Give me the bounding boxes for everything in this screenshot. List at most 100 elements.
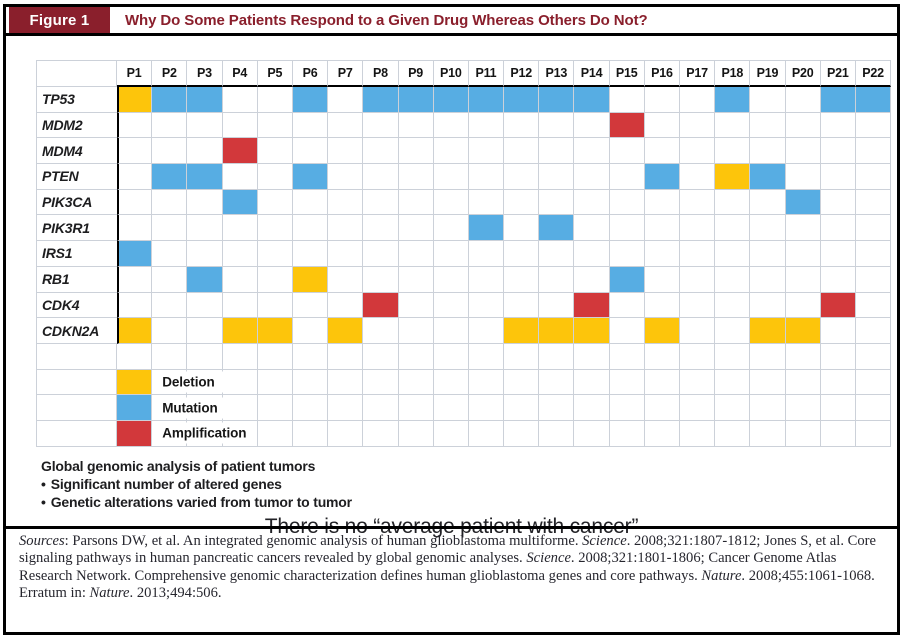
col-header-P22: P22	[855, 61, 892, 87]
cell-PIK3R1-P19	[750, 215, 786, 242]
cell-CDKN2A-P18	[715, 318, 751, 344]
cell-PIK3R1-P9	[398, 215, 434, 242]
grid-spacer-cell	[539, 369, 575, 396]
grid-spacer-cell: Deletion	[152, 369, 224, 396]
grid-spacer-cell	[574, 420, 610, 447]
col-header-P14: P14	[574, 61, 610, 87]
grid-spacer-cell	[820, 369, 856, 396]
cell-MDM4-P21	[820, 138, 856, 165]
cell-CDK4-P8-amplification	[363, 292, 399, 319]
cell-TP53-P4	[222, 87, 258, 113]
grid-spacer-cell	[785, 395, 821, 421]
grid-spacer-cell	[398, 420, 434, 447]
cell-TP53-P19	[750, 87, 786, 113]
col-header-P12: P12	[504, 61, 540, 87]
cell-IRS1-P12	[504, 241, 540, 267]
cell-MDM2-P16	[644, 112, 680, 139]
cell-PIK3R1-P2	[152, 215, 188, 242]
spacer-label-cell	[37, 369, 117, 396]
col-header-P17: P17	[680, 61, 716, 87]
cell-CDKN2A-P22	[855, 318, 892, 344]
col-header-P20: P20	[785, 61, 821, 87]
cell-IRS1-P10	[433, 241, 469, 267]
cell-PIK3CA-P4-mutation	[222, 189, 258, 216]
cell-MDM4-P13	[539, 138, 575, 165]
cell-RB1-P13	[539, 266, 575, 293]
journal-name: Nature	[89, 585, 130, 602]
cell-MDM2-P15-amplification	[609, 112, 645, 139]
cell-TP53-P1-deletion	[117, 87, 153, 113]
grid-spacer-cell	[574, 343, 610, 370]
cell-TP53-P9-mutation	[398, 87, 434, 113]
cell-TP53-P18-mutation	[715, 87, 751, 113]
cell-MDM2-P5	[257, 112, 293, 139]
cell-PTEN-P10	[433, 164, 469, 190]
cell-PIK3R1-P22	[855, 215, 892, 242]
cell-PTEN-P14	[574, 164, 610, 190]
cell-PTEN-P1	[117, 164, 153, 190]
cell-PIK3R1-P13-mutation	[539, 215, 575, 242]
sources-label: Sources	[19, 533, 65, 549]
cell-IRS1-P13	[539, 241, 575, 267]
cell-PTEN-P18-deletion	[715, 164, 751, 190]
cell-MDM4-P2	[152, 138, 188, 165]
cell-MDM4-P9	[398, 138, 434, 165]
cell-PTEN-P21	[820, 164, 856, 190]
grid-spacer-cell	[539, 420, 575, 447]
grid-spacer-cell	[750, 420, 786, 447]
cell-PIK3CA-P5	[257, 189, 293, 216]
cell-CDKN2A-P12-deletion	[504, 318, 540, 344]
grid-spacer-cell	[820, 343, 856, 370]
col-header-P15: P15	[609, 61, 645, 87]
cell-RB1-P11	[468, 266, 505, 293]
figure-panel: Figure 1 Why Do Some Patients Respond to…	[3, 4, 900, 635]
grid-spacer-cell	[504, 395, 540, 421]
cell-MDM2-P22	[855, 112, 892, 139]
cell-PIK3CA-P1	[117, 189, 153, 216]
cell-PTEN-P13	[539, 164, 575, 190]
cell-MDM2-P9	[398, 112, 434, 139]
col-header-P4: P4	[222, 61, 258, 87]
col-header-P7: P7	[328, 61, 364, 87]
grid-spacer-cell	[398, 369, 434, 396]
cell-MDM2-P17	[680, 112, 716, 139]
cell-PIK3R1-P16	[644, 215, 680, 242]
grid-spacer-cell	[363, 395, 399, 421]
grid-spacer-cell	[398, 395, 434, 421]
figure-content: P1 P2 P3 P4 P5 P6 P7 P8 P9 P10 P11 P12 P13 P14 P15 P16 P…	[6, 36, 897, 538]
grid-spacer-cell	[504, 369, 540, 396]
cell-PTEN-P20	[785, 164, 821, 190]
cell-MDM2-P21	[820, 112, 856, 139]
cell-CDK4-P22	[855, 292, 892, 319]
grid-spacer-cell	[433, 395, 469, 421]
cell-PIK3R1-P20	[785, 215, 821, 242]
cell-IRS1-P6	[292, 241, 329, 267]
grid-spacer-cell	[715, 395, 751, 421]
cell-IRS1-P22	[855, 241, 892, 267]
cell-PIK3CA-P14	[574, 189, 610, 216]
cell-IRS1-P8	[363, 241, 399, 267]
spacer-label-cell	[37, 343, 117, 370]
cell-MDM2-P14	[574, 112, 610, 139]
grid-spacer-cell	[750, 343, 786, 370]
grid-spacer-cell	[680, 343, 716, 370]
col-header-P6: P6	[292, 61, 329, 87]
grid-spacer-cell	[292, 369, 329, 396]
cell-PIK3CA-P6	[292, 189, 329, 216]
note-bullet-text: Significant number of altered genes	[50, 476, 282, 492]
legend-label-amplification: Amplification	[156, 422, 256, 444]
cell-MDM2-P10	[433, 112, 469, 139]
cell-PIK3CA-P11	[468, 189, 505, 216]
cell-RB1-P3-mutation	[187, 266, 223, 293]
cell-PIK3R1-P7	[328, 215, 364, 242]
cell-CDKN2A-P21	[820, 318, 856, 344]
cell-MDM2-P13	[539, 112, 575, 139]
grid-spacer-cell	[222, 420, 258, 447]
col-header-P5: P5	[257, 61, 293, 87]
grid-spacer-cell	[574, 369, 610, 396]
cell-MDM4-P17	[680, 138, 716, 165]
cell-IRS1-P5	[257, 241, 293, 267]
cell-MDM2-P4	[222, 112, 258, 139]
cell-CDK4-P20	[785, 292, 821, 319]
notes-block: Global genomic analysis of patient tumor…	[41, 457, 352, 511]
